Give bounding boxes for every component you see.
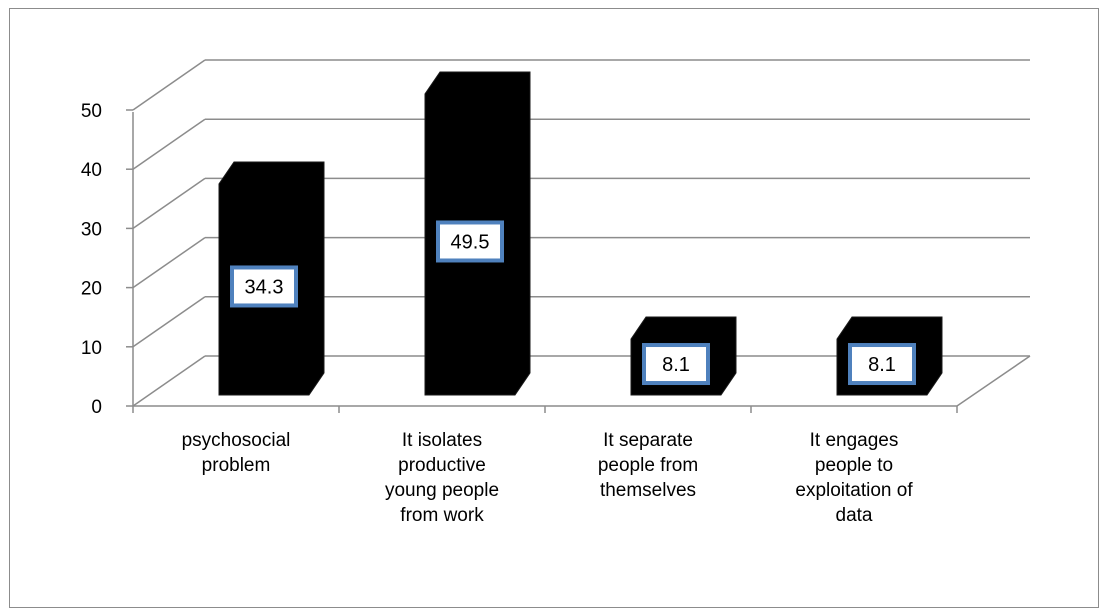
category-label: It separate people from themselves <box>548 428 748 503</box>
data-label-box <box>642 343 710 386</box>
data-label-box <box>848 343 916 386</box>
category-label: It engages people to exploitation of data <box>754 428 954 528</box>
data-label: 49.5 <box>451 231 490 253</box>
category-label: psychosocial problem <box>136 428 336 478</box>
category-label-line: It engages <box>809 430 899 451</box>
side-gridline <box>132 236 206 289</box>
side-gridline <box>132 118 206 170</box>
data-label: 8.1 <box>868 354 896 376</box>
category-label-line: people to <box>814 455 894 476</box>
axes: 0 10 20 30 40 50 <box>81 101 958 418</box>
side-gridline <box>132 355 206 407</box>
side-gridline <box>132 296 206 348</box>
category-label-line: data <box>835 505 873 526</box>
data-label: 34.3 <box>245 276 284 298</box>
bars <box>218 71 943 396</box>
y-tick-label: 20 <box>81 279 102 300</box>
category-label-line: themselves <box>599 480 697 501</box>
data-label-box <box>230 265 298 308</box>
category-label-line: from work <box>400 505 484 526</box>
y-tick-label: 30 <box>81 219 102 240</box>
y-tick-label: 10 <box>81 338 102 359</box>
category-label-line: young people <box>384 480 500 501</box>
bar-chart: 0 10 20 30 40 50 34.3 49.5 8.1 8.1 <box>81 59 1031 418</box>
y-tick-label: 50 <box>81 101 102 122</box>
gridlines <box>132 59 1031 407</box>
side-gridline <box>132 177 206 230</box>
category-label-line: productive <box>398 455 486 476</box>
y-tick-label: 40 <box>81 160 102 181</box>
category-label-line: psychosocial <box>181 430 291 451</box>
data-label-box <box>436 220 504 263</box>
y-tick-label: 0 <box>91 397 102 418</box>
category-label-line: It separate <box>603 430 693 451</box>
category-label-line: exploitation of <box>795 480 913 501</box>
category-label: It isolates productive young people from wo… <box>342 428 542 528</box>
side-gridline <box>132 59 206 111</box>
data-label: 8.1 <box>662 354 690 376</box>
data-labels: 34.3 49.5 8.1 8.1 <box>230 220 916 386</box>
category-label-line: people from <box>597 455 699 476</box>
category-label-line: problem <box>201 455 271 476</box>
category-label-line: It isolates <box>401 430 483 451</box>
chart-frame <box>9 8 1099 608</box>
